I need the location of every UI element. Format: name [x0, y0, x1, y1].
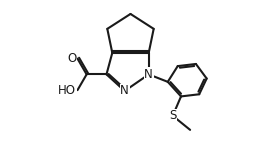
Text: O: O [67, 52, 76, 65]
Text: S: S [169, 109, 176, 122]
Text: HO: HO [58, 84, 76, 97]
Text: N: N [120, 85, 129, 98]
Text: N: N [144, 68, 153, 81]
